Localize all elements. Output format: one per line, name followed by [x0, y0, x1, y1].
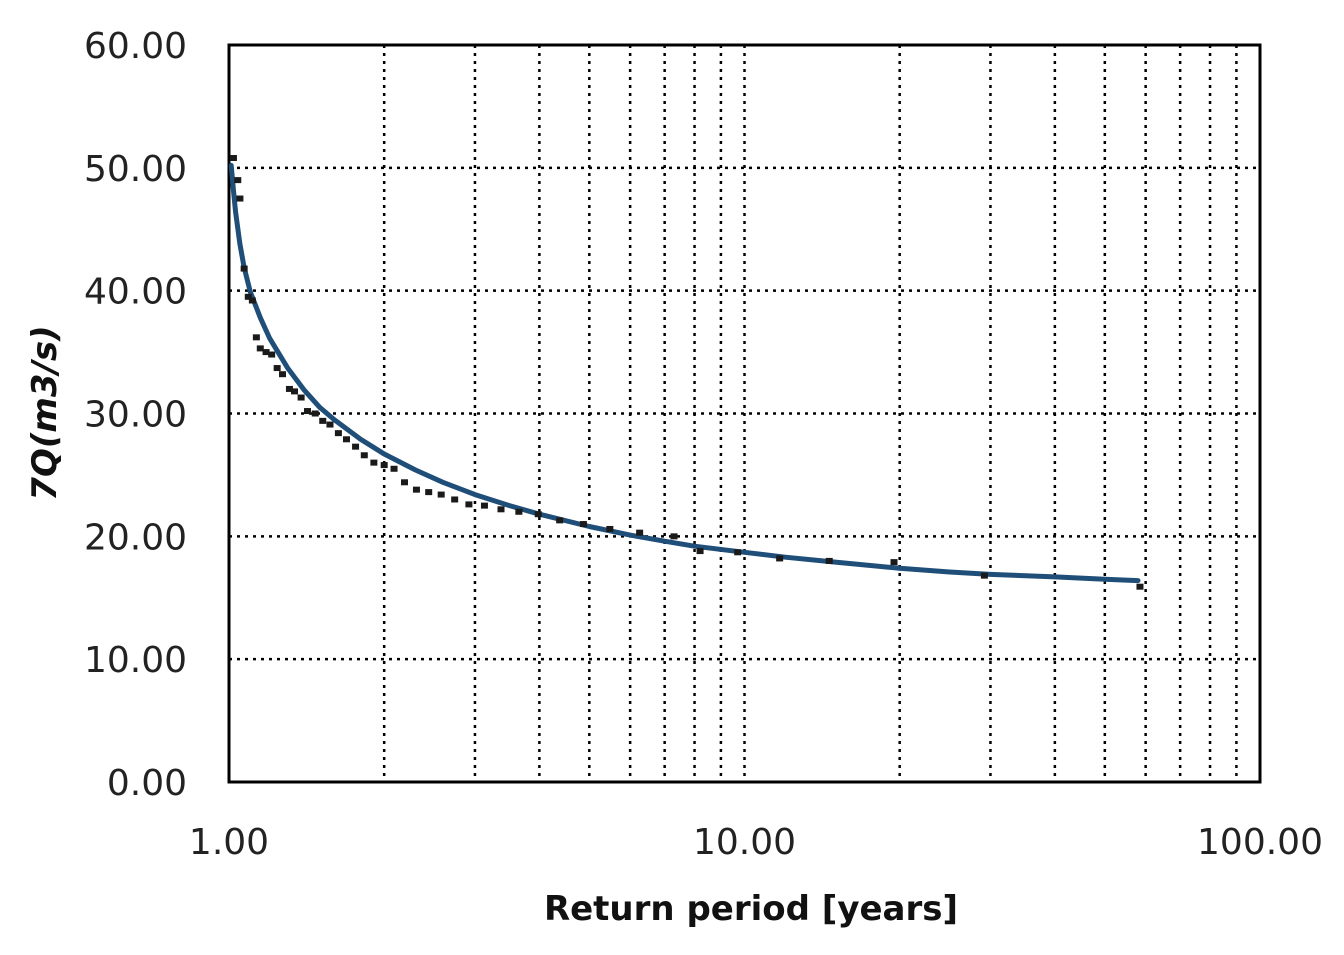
data-point — [262, 349, 270, 356]
x-tick-label: 100.00 — [1197, 822, 1323, 863]
data-point — [319, 417, 327, 424]
data-point — [256, 345, 264, 352]
data-point — [579, 521, 587, 528]
data-point — [400, 479, 408, 486]
data-point — [980, 572, 988, 579]
data-point — [244, 293, 252, 300]
data-layer — [228, 155, 1144, 590]
tick-labels: 0.00 10.00 20.00 30.00 40.00 50.00 60.00 1.00 10… — [84, 26, 1323, 863]
data-point — [480, 502, 488, 509]
y-tick-label: 10.00 — [84, 640, 187, 681]
data-point — [451, 496, 459, 503]
data-point — [240, 265, 248, 272]
data-point — [556, 517, 564, 524]
data-point — [636, 529, 644, 536]
y-tick-label: 40.00 — [84, 272, 187, 313]
data-point — [360, 452, 368, 459]
data-point — [252, 334, 260, 341]
data-point — [370, 459, 378, 466]
data-point — [390, 465, 398, 472]
data-point — [273, 365, 281, 372]
data-point — [606, 525, 614, 532]
data-point — [825, 557, 833, 564]
grid — [229, 45, 1260, 782]
data-point — [268, 351, 276, 358]
data-point — [279, 371, 287, 378]
data-point — [776, 555, 784, 562]
data-point — [234, 177, 242, 184]
y-tick-label: 30.00 — [84, 395, 187, 436]
data-point — [326, 421, 334, 428]
data-point — [291, 388, 299, 395]
data-point — [412, 486, 420, 493]
data-point — [497, 506, 505, 513]
data-point — [334, 430, 342, 437]
data-point — [311, 410, 319, 417]
x-tick-label: 10.00 — [693, 822, 796, 863]
y-tick-label: 50.00 — [84, 149, 187, 190]
data-point — [297, 394, 305, 401]
x-tick-label: 1.00 — [189, 822, 269, 863]
data-point — [734, 549, 742, 556]
data-point — [342, 436, 350, 443]
data-point — [304, 408, 312, 415]
y-tick-label: 20.00 — [84, 517, 187, 558]
data-point — [380, 462, 388, 469]
data-point — [534, 511, 542, 518]
data-point — [890, 559, 898, 566]
data-point — [285, 385, 293, 392]
data-point — [515, 508, 523, 515]
data-point — [465, 501, 473, 508]
data-point — [352, 443, 360, 450]
data-point — [670, 533, 678, 540]
y-tick-label: 60.00 — [84, 26, 187, 67]
data-point — [437, 491, 445, 498]
y-axis-title: 7Q(m3/s) — [25, 325, 65, 500]
data-point — [1136, 583, 1144, 590]
data-point — [229, 155, 237, 162]
data-point — [236, 195, 244, 202]
data-points — [229, 155, 1144, 590]
fit-line — [228, 162, 1141, 584]
y-tick-label: 0.00 — [107, 763, 187, 804]
plot-area — [227, 43, 1262, 784]
data-point — [425, 489, 433, 496]
x-axis-title: Return period [years] — [544, 889, 958, 929]
data-point — [248, 297, 256, 304]
data-point — [696, 548, 704, 555]
